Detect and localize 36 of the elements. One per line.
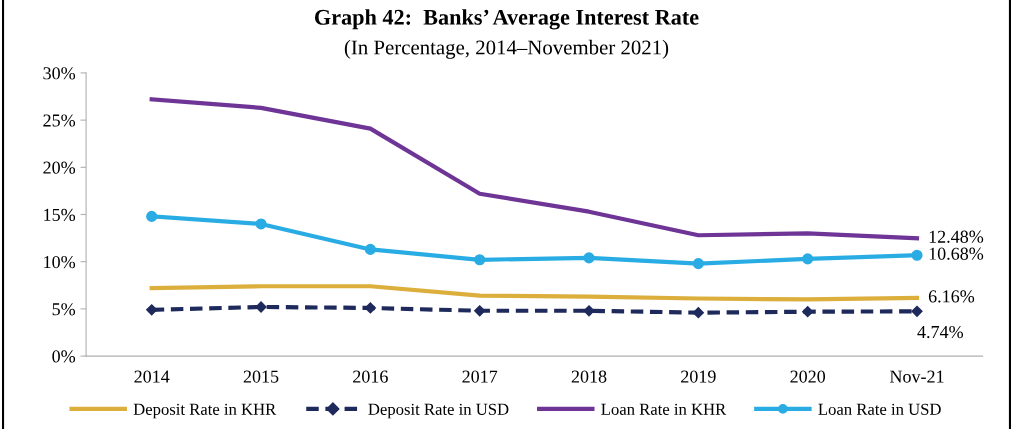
data-label: 4.74%: [917, 325, 964, 339]
x-tick-label: 2016: [353, 370, 388, 383]
x-tick-label: Nov-21: [889, 370, 944, 383]
y-tick-label: 25%: [43, 114, 76, 127]
y-tick-label: 5%: [52, 303, 76, 316]
legend-label: Deposit Rate in USD: [368, 403, 509, 419]
point: [583, 252, 595, 264]
y-tick-label: 0%: [52, 350, 76, 363]
point: [802, 253, 814, 265]
chart-subtitle: (In Percentage, 2014–November 2021): [344, 39, 669, 59]
point: [146, 210, 158, 222]
y-tick-label: 20%: [43, 161, 76, 174]
x-tick-label: 2019: [681, 370, 716, 383]
data-label: 12.48%: [929, 230, 984, 243]
point: [911, 305, 923, 317]
x-tick-label: 2018: [571, 370, 607, 383]
y-tick-label: 30%: [43, 67, 76, 80]
line-series: [149, 97, 920, 241]
data-label: 10.68%: [929, 247, 984, 260]
point: [364, 243, 376, 255]
x-tick-label: 2014: [134, 370, 170, 383]
y-tick-label: 10%: [44, 255, 76, 269]
x-tick-label: 2015: [243, 370, 279, 383]
legend-label: Loan Rate in KHR: [601, 403, 727, 415]
y-tick-label: 15%: [44, 208, 76, 221]
line-series: [149, 284, 920, 302]
x-tick-label: 2020: [790, 370, 826, 383]
point: [255, 218, 267, 230]
chart-title: Graph 42: Banks’ Average Interest Rate: [314, 9, 699, 30]
point: [911, 249, 923, 261]
legend-label: Deposit Rate in KHR: [133, 403, 277, 419]
point: [692, 258, 704, 270]
legend-label: Loan Rate in USD: [818, 403, 941, 415]
data-label: 6.16%: [928, 290, 975, 303]
point: [474, 254, 486, 266]
x-tick-label: 2017: [462, 370, 498, 383]
